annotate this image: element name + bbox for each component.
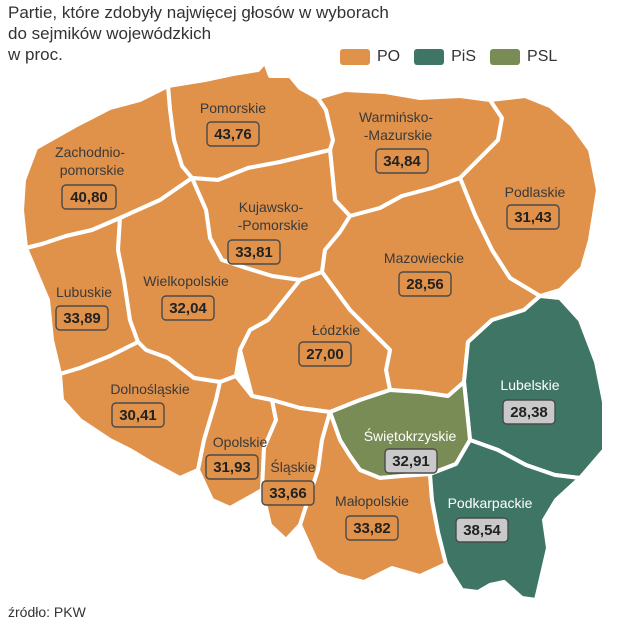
region-podlaskie[interactable] [458,94,600,298]
map-title: Partie, które zdobyły najwięcej głosów w… [8,2,398,65]
label-slaskie: Śląskie 33,66 [261,458,316,506]
legend-swatch-pis [414,49,445,65]
region-name-wielkopolskie: Wielkopolskie [143,273,229,289]
value-box-dolnoslaskie [111,402,165,428]
label-lodzkie: Łódzkie 27,00 [298,322,360,367]
region-name-zachodniopomorskie: Zachodnio- pomorskie [55,144,129,178]
region-value-lodzkie: 27,00 [306,346,344,363]
legend-swatch-psl [490,49,521,65]
value-box-opolskie [205,454,259,480]
region-name-malopolskie: Małopolskie [335,493,409,509]
label-pomorskie: Pomorskie 43,76 [200,100,266,147]
label-malopolskie: Małopolskie 33,82 [335,493,409,541]
region-value-mazowieckie: 28,56 [406,276,444,293]
region-value-slaskie: 33,66 [269,485,307,502]
region-name-dolnoslaskie: Dolnośląskie [110,381,190,397]
value-box-lodzkie [298,341,352,367]
region-value-wielkopolskie: 32,04 [169,300,207,317]
legend-label-psl: PSL [527,48,558,65]
region-value-podlaskie: 31,43 [514,209,552,226]
value-box-lubuskie [55,305,109,331]
value-box-warminsko-mazurskie [375,148,429,174]
region-value-zachodniopomorskie: 40,80 [70,189,108,206]
value-box-pomorskie [206,121,260,147]
legend-label-pis: PiS [451,48,477,65]
region-name-lubuskie: Lubuskie [56,284,112,300]
region-name-warminsko-mazurskie: Warmińsko- -Mazurskie [359,109,437,143]
label-dolnoslaskie: Dolnośląskie 30,41 [110,381,190,428]
label-podkarpackie: Podkarpackie 38,54 [448,495,533,543]
value-box-podlaskie [506,204,560,230]
legend-item-psl: PSL [490,48,557,66]
region-value-lubelskie: 28,38 [510,404,548,421]
region-name-slaskie: Śląskie [270,458,315,475]
title-line-2: do sejmików wojewódzkich [8,24,212,43]
region-name-lodzkie: Łódzkie [312,322,360,338]
value-box-kujawsko-pomorskie [227,239,281,265]
legend: PO PiS PSL [340,47,571,67]
region-value-lubuskie: 33,89 [63,310,101,327]
legend-item-pis: PiS [414,48,476,66]
region-value-kujawsko-pomorskie: 33,81 [235,244,273,261]
label-kujawsko-pomorskie: Kujawsko- -Pomorskie 33,81 [227,199,309,265]
label-lubelskie: Lubelskie 28,38 [500,377,560,425]
region-value-podkarpackie: 38,54 [463,522,501,539]
value-box-zachodniopomorskie [61,184,117,210]
label-mazowieckie: Mazowieckie 28,56 [384,250,464,297]
region-name-opolskie: Opolskie [213,434,268,450]
title-line-1: Partie, które zdobyły najwięcej głosów w… [8,3,389,22]
value-box-swietokrzyskie [384,448,438,474]
legend-swatch-po [340,49,370,65]
region-value-dolnoslaskie: 30,41 [119,407,157,424]
label-lubuskie: Lubuskie 33,89 [55,284,112,331]
value-box-malopolskie [345,515,399,541]
region-value-pomorskie: 43,76 [214,126,252,143]
region-value-malopolskie: 33,82 [353,520,391,537]
label-zachodniopomorskie: Zachodnio- pomorskie 40,80 [55,144,129,210]
region-name-mazowieckie: Mazowieckie [384,250,464,266]
region-name-lubelskie: Lubelskie [500,377,559,393]
region-name-podlaskie: Podlaskie [505,184,566,200]
title-line-3: w proc. [8,45,63,64]
region-name-kujawsko-pomorskie: Kujawsko- -Pomorskie [238,199,309,233]
label-swietokrzyskie: Świętokrzyskie 32,91 [364,427,457,474]
region-value-opolskie: 31,93 [213,459,251,476]
label-opolskie: Opolskie 31,93 [205,434,268,480]
region-name-swietokrzyskie: Świętokrzyskie [364,427,457,444]
label-podlaskie: Podlaskie 31,43 [505,184,566,230]
legend-label-po: PO [377,48,401,65]
label-wielkopolskie: Wielkopolskie 32,04 [143,273,229,321]
region-value-warminsko-mazurskie: 34,84 [383,153,421,170]
value-box-slaskie [261,480,315,506]
region-name-podkarpackie: Podkarpackie [448,495,533,511]
value-box-podkarpackie [455,517,509,543]
source-note: źródło: PKW [8,604,86,620]
value-box-lubelskie [502,399,556,425]
value-box-wielkopolskie [161,295,215,321]
label-warminsko-mazurskie: Warmińsko- -Mazurskie 34,84 [359,109,437,174]
region-name-pomorskie: Pomorskie [200,100,266,116]
legend-item-po: PO [340,48,400,66]
region-value-swietokrzyskie: 32,91 [392,453,430,470]
value-box-mazowieckie [398,271,452,297]
